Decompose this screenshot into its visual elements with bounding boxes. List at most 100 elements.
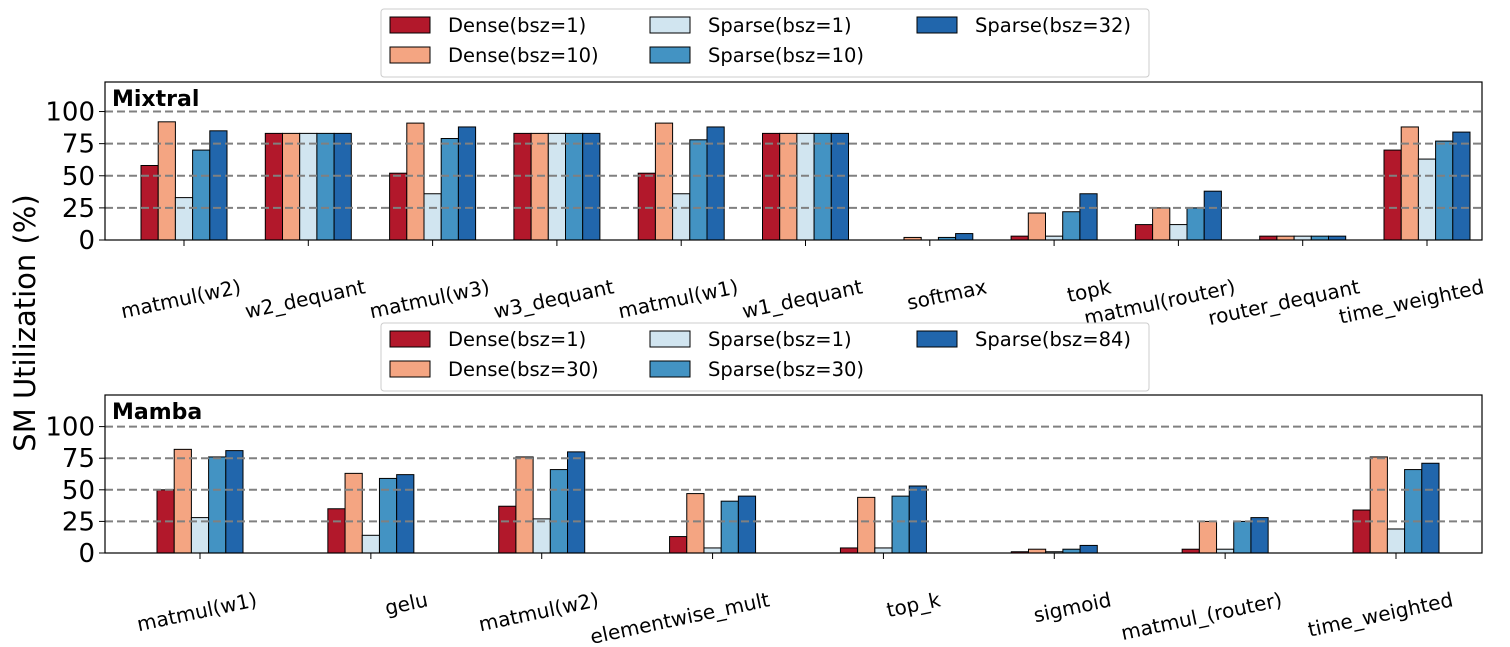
mixtral-legend-swatch-dense-bsz-1 [389,16,431,34]
mixtral-bar-dense-bsz-1-matmul-router [1134,224,1154,241]
mixtral-bar-sparse-bsz-1-w2-dequant [299,132,318,241]
mixtral-legend-label-sparse-bsz-1: Sparse(bsz=1) [708,14,852,37]
mamba-bar-dense-bsz-30-matmul-w2 [515,456,534,554]
mamba-ytick-label: 0 [78,539,95,569]
mamba-legend-label-dense-bsz-30: Dense(bsz=30) [448,358,599,381]
mixtral-bar-sparse-bsz-10-matmul-router [1186,207,1205,241]
mamba-ytick-label: 50 [62,476,95,506]
mamba-ytick-label: 25 [62,507,95,537]
mixtral-bar-dense-bsz-10-matmul-router [1152,207,1171,241]
mixtral-ytick-label: 25 [62,194,95,224]
mamba-ytick-label: 75 [62,444,95,474]
mamba-bar-sparse-bsz-30-matmul-w2 [549,469,569,554]
mixtral-ytick-label: 75 [62,130,95,160]
mamba-bar-sparse-bsz-84-sigmoid [1079,544,1098,554]
mixtral-bar-dense-bsz-1-w2-dequant [264,132,283,241]
mamba-xtick-label-sigmoid: sigmoid [1031,587,1113,627]
mamba-bar-sparse-bsz-84-elementwise-mult [737,495,757,554]
mixtral-bar-dense-bsz-10-matmul-w2 [157,121,176,241]
mixtral-xtick-label-matmul-w3: matmul(w3) [367,274,491,323]
mixtral-bar-sparse-bsz-1-time-weighted [1417,158,1437,241]
mamba-legend-label-sparse-bsz-84: Sparse(bsz=84) [975,328,1131,351]
mamba-xtick-label-time-weighted: time_weighted [1306,587,1455,641]
mixtral-legend: Dense(bsz=1) Dense(bsz=10) Sparse(bsz=1) Sp… [380,8,1150,78]
mamba-bar-dense-bsz-1-top-k [839,547,859,554]
mamba-legend: Dense(bsz=1) Dense(bsz=30) Sparse(bsz=1) Sp… [380,322,1150,392]
mamba-axes-frame [104,394,1483,554]
y-axis-label: SM Utilization (%) [8,194,42,451]
mamba-bar-sparse-bsz-30-matmul-router [1233,520,1252,554]
mamba-bar-dense-bsz-30-time-weighted [1369,456,1388,554]
mixtral-legend-swatch-dense-bsz-10 [389,46,431,64]
mixtral-bar-sparse-bsz-10-topk [1062,211,1081,241]
mamba-plot-background [105,395,1482,553]
mamba-bar-dense-bsz-30-top-k [857,496,876,554]
mamba-xtick-label-matmul-router: matmul_(router) [1119,587,1284,645]
mamba-bar-dense-bsz-30-gelu [344,472,363,554]
mamba-legend-swatch-dense-bsz-1 [389,330,431,348]
mamba-bar-sparse-bsz-84-gelu [396,474,415,554]
mixtral-bar-dense-bsz-10-w3-dequant [530,132,549,241]
mamba-bar-sparse-bsz-84-time-weighted [1421,462,1440,554]
mixtral-chart: Dense(bsz=1) Dense(bsz=10) Sparse(bsz=1) Sp… [45,8,1486,330]
mixtral-bar-dense-bsz-1-w1-dequant [762,132,781,241]
mamba-legend-label-dense-bsz-1: Dense(bsz=1) [448,328,586,351]
mamba-bar-sparse-bsz-84-matmul-w2 [567,451,586,554]
mixtral-bar-dense-bsz-10-topk [1027,212,1047,241]
mixtral-xtick-label-time-weighted: time_weighted [1337,274,1486,328]
mamba-bar-dense-bsz-30-matmul-w1 [173,448,192,554]
mamba-bar-sparse-bsz-1-matmul-w1 [190,517,210,554]
mamba-ytick-label: 100 [45,413,95,443]
mamba-bar-dense-bsz-30-elementwise-mult [686,493,705,554]
mixtral-legend-swatch-sparse-bsz-32 [916,16,958,34]
mixtral-bar-dense-bsz-10-matmul-w3 [406,122,425,241]
mixtral-bar-sparse-bsz-1-matmul-w1 [672,193,691,241]
mixtral-bar-sparse-bsz-1-w1-dequant [796,132,815,241]
mixtral-bar-dense-bsz-10-matmul-w1 [654,122,674,241]
mixtral-bar-sparse-bsz-10-w2-dequant [316,132,335,241]
mixtral-bar-dense-bsz-1-w3-dequant [513,132,532,241]
mamba-bar-dense-bsz-1-gelu [327,508,346,554]
mixtral-bar-dense-bsz-10-w2-dequant [282,132,301,241]
mamba-xtick-label-top-k: top_k [884,587,943,622]
mamba-legend-label-sparse-bsz-1: Sparse(bsz=1) [708,328,852,351]
mixtral-bar-sparse-bsz-32-matmul-router [1203,190,1222,241]
mamba-bar-sparse-bsz-1-top-k [874,547,893,554]
mamba-chart: Dense(bsz=1) Dense(bsz=30) Sparse(bsz=1) Sp… [45,322,1483,647]
mamba-xtick-label-matmul-w2: matmul(w2) [476,587,600,636]
mamba-bar-sparse-bsz-30-elementwise-mult [720,500,739,554]
mamba-legend-swatch-sparse-bsz-30 [649,360,691,378]
mixtral-bar-sparse-bsz-32-softmax [955,233,974,241]
mamba-legend-swatch-dense-bsz-30 [389,360,431,378]
mixtral-xtick-label-matmul-w1: matmul(w1) [616,274,740,323]
mixtral-bar-dense-bsz-1-time-weighted [1383,149,1402,241]
mamba-bar-dense-bsz-1-elementwise-mult [669,536,688,554]
mixtral-ytick-label: 50 [62,162,95,192]
mamba-legend-swatch-sparse-bsz-1 [649,330,691,348]
mixtral-xtick-label-w1-dequant: w1_dequant [740,274,865,323]
mamba-bar-dense-bsz-1-matmul-w2 [498,505,517,554]
mixtral-bar-sparse-bsz-10-w1-dequant [813,132,832,241]
mixtral-bar-sparse-bsz-10-matmul-w1 [689,139,708,241]
mixtral-legend-label-sparse-bsz-32: Sparse(bsz=32) [975,14,1131,37]
mamba-bar-sparse-bsz-30-time-weighted [1404,469,1423,554]
mixtral-bar-sparse-bsz-10-w3-dequant [565,132,584,241]
mamba-bar-sparse-bsz-84-matmul-w1 [225,450,244,554]
mixtral-bar-dense-bsz-10-w1-dequant [779,132,798,241]
mamba-panel-title: Mamba [112,400,202,425]
mixtral-ytick-label: 0 [78,226,95,256]
mixtral-bar-sparse-bsz-1-matmul-router [1169,224,1188,241]
mixtral-ytick-label: 100 [45,98,95,128]
mamba-bar-sparse-bsz-84-top-k [908,485,927,554]
mamba-bar-sparse-bsz-1-matmul-w2 [532,518,551,554]
mixtral-bar-sparse-bsz-32-topk [1079,193,1098,241]
mixtral-bar-sparse-bsz-10-matmul-w3 [440,138,459,241]
mamba-bar-sparse-bsz-1-time-weighted [1386,528,1406,554]
mamba-legend-swatch-sparse-bsz-84 [916,330,958,348]
mixtral-bar-sparse-bsz-32-w3-dequant [582,132,601,241]
mixtral-bar-dense-bsz-1-matmul-w3 [389,172,408,241]
mixtral-bar-sparse-bsz-10-matmul-w2 [192,149,211,241]
